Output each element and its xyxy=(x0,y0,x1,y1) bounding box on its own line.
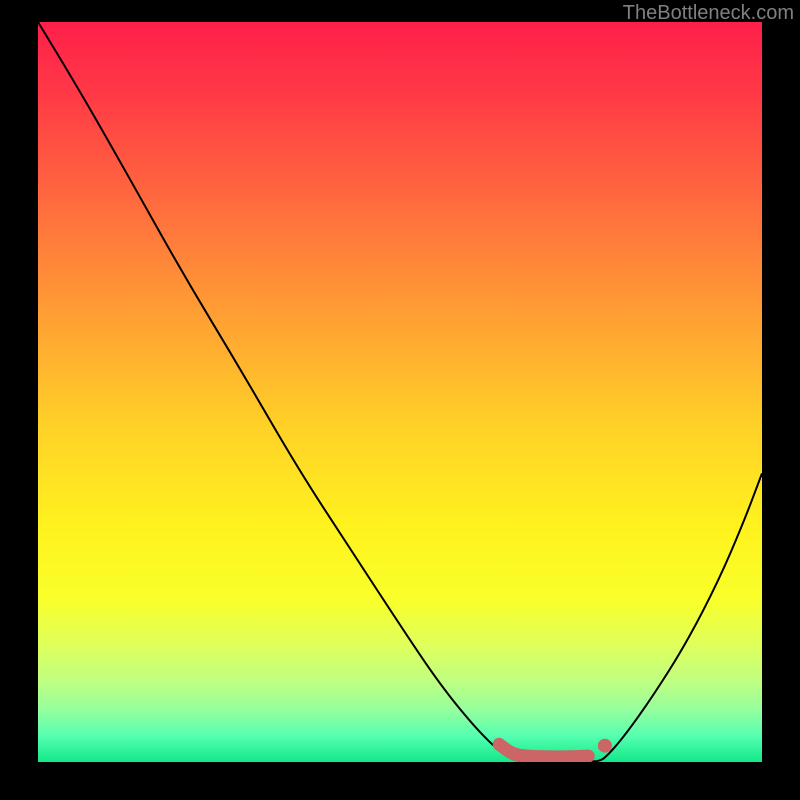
optimal-range-end-dot xyxy=(598,739,612,753)
bottleneck-chart: TheBottleneck.com xyxy=(0,0,800,800)
attribution-label: TheBottleneck.com xyxy=(623,2,794,25)
plot-background xyxy=(38,22,762,762)
chart-svg xyxy=(0,0,800,800)
